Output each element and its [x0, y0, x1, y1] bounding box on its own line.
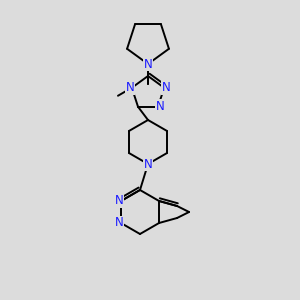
Text: N: N	[162, 81, 170, 94]
Text: N: N	[115, 194, 123, 208]
Text: N: N	[115, 217, 123, 230]
Text: N: N	[156, 100, 164, 113]
Text: N: N	[125, 81, 134, 94]
Text: N: N	[144, 58, 152, 70]
Text: N: N	[144, 158, 152, 170]
